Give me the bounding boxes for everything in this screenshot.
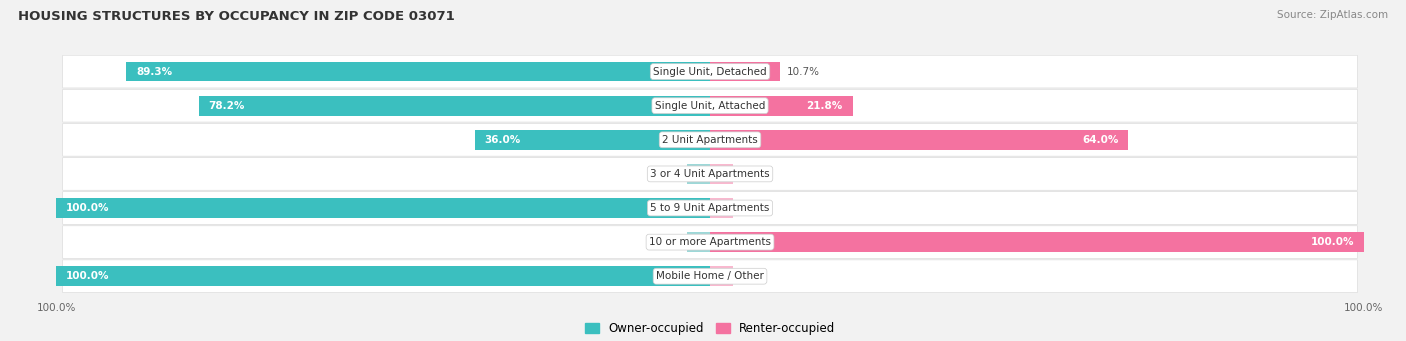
FancyBboxPatch shape — [63, 123, 1357, 156]
Bar — [127, 62, 710, 81]
Bar — [710, 130, 1129, 150]
Text: 100.0%: 100.0% — [66, 271, 110, 281]
Text: Source: ZipAtlas.com: Source: ZipAtlas.com — [1277, 10, 1388, 20]
Text: 0.0%: 0.0% — [740, 203, 766, 213]
FancyBboxPatch shape — [63, 226, 1357, 258]
Text: 10.7%: 10.7% — [786, 66, 820, 77]
FancyBboxPatch shape — [63, 158, 1357, 190]
Text: 3 or 4 Unit Apartments: 3 or 4 Unit Apartments — [650, 169, 770, 179]
Text: 100.0%: 100.0% — [1310, 237, 1354, 247]
Text: 100.0%: 100.0% — [66, 203, 110, 213]
Text: Single Unit, Attached: Single Unit, Attached — [655, 101, 765, 111]
FancyBboxPatch shape — [63, 260, 1357, 293]
Bar — [710, 232, 1364, 252]
Text: Mobile Home / Other: Mobile Home / Other — [657, 271, 763, 281]
FancyBboxPatch shape — [63, 89, 1357, 122]
Text: 21.8%: 21.8% — [807, 101, 842, 111]
Bar — [710, 164, 733, 184]
Bar — [710, 198, 733, 218]
Bar — [198, 96, 710, 116]
Legend: Owner-occupied, Renter-occupied: Owner-occupied, Renter-occupied — [579, 317, 841, 340]
Text: 5 to 9 Unit Apartments: 5 to 9 Unit Apartments — [651, 203, 769, 213]
Bar — [475, 130, 710, 150]
Bar — [710, 266, 733, 286]
Bar — [56, 198, 710, 218]
Text: 0.0%: 0.0% — [678, 237, 703, 247]
Text: HOUSING STRUCTURES BY OCCUPANCY IN ZIP CODE 03071: HOUSING STRUCTURES BY OCCUPANCY IN ZIP C… — [18, 10, 456, 23]
Bar — [710, 96, 852, 116]
Bar — [688, 164, 710, 184]
Bar — [56, 266, 710, 286]
Text: 0.0%: 0.0% — [740, 169, 766, 179]
FancyBboxPatch shape — [63, 192, 1357, 224]
Bar — [710, 62, 780, 81]
Text: Single Unit, Detached: Single Unit, Detached — [654, 66, 766, 77]
Bar — [688, 232, 710, 252]
Text: 10 or more Apartments: 10 or more Apartments — [650, 237, 770, 247]
Text: 64.0%: 64.0% — [1083, 135, 1119, 145]
Text: 89.3%: 89.3% — [136, 66, 172, 77]
Text: 36.0%: 36.0% — [485, 135, 520, 145]
Text: 2 Unit Apartments: 2 Unit Apartments — [662, 135, 758, 145]
Text: 0.0%: 0.0% — [678, 169, 703, 179]
FancyBboxPatch shape — [63, 55, 1357, 88]
Text: 78.2%: 78.2% — [208, 101, 245, 111]
Text: 0.0%: 0.0% — [740, 271, 766, 281]
